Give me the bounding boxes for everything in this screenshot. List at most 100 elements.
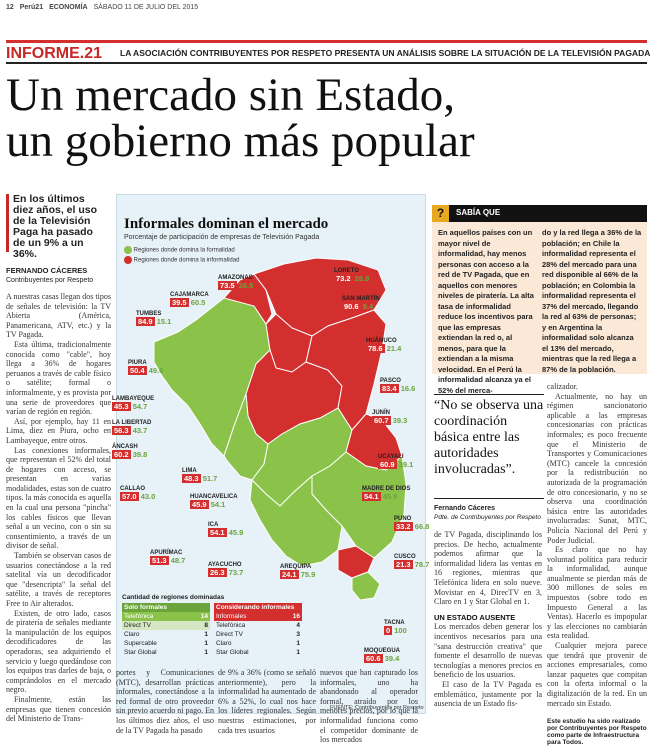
region-apurimac: APURÍMAC 51.3 48.7: [150, 550, 185, 565]
region-count: 14: [200, 613, 208, 620]
subheading: UN ESTADO AUSENTE: [434, 612, 516, 622]
region-moquegua: MOQUEGUA 60.6 39.4: [364, 648, 400, 663]
legend-label: Regiones donde domina la formalidad: [133, 247, 235, 254]
region-name: HUÁNUCO: [366, 338, 397, 344]
region-lambayeque: LAMBAYEQUE 45.3 54.7: [112, 396, 154, 411]
headline: Un mercado sin Estado, un gobierno más p…: [6, 72, 606, 165]
informal-pct: 45.9: [190, 500, 209, 509]
region-ica: ICA 54.1 45.9: [208, 522, 243, 537]
map-tacna: [351, 571, 381, 601]
paragraph: Los mercados deben generar los incentivo…: [434, 622, 542, 680]
formal-pct: 39.4: [384, 654, 400, 663]
formal-pct: 45.9: [382, 492, 398, 501]
region-pasco: PASCO 83.4 16.6: [380, 378, 415, 393]
table-row: Star Global 1: [122, 648, 210, 657]
pull-quote: “No se observa una coordinación básica e…: [434, 398, 544, 477]
region-name: AMAZONAS: [218, 275, 253, 281]
formal-pct: 75.9: [300, 570, 316, 579]
study-note: Este estudio ha sido realizado por Contr…: [547, 718, 647, 746]
sabia-que-left: En aquellos países con un mayor nivel de…: [438, 228, 534, 395]
formal-pct: 66.8: [414, 522, 430, 531]
article-column-6: calizador. Actualmente, no hay un régime…: [547, 382, 647, 708]
section-subtitle: LA ASOCIACIÓN CONTRIBUYENTES POR RESPETO…: [120, 48, 651, 58]
operator-name: Direct TV: [124, 622, 151, 629]
informal-pct: 83.4: [380, 384, 399, 393]
region-ancash: ÁNCASH 60.2 39.8: [112, 444, 147, 459]
region-name: TACNA: [384, 620, 405, 626]
formal-pct: 48.7: [170, 556, 186, 565]
region-loreto: LORETO 73.2 26.9: [334, 268, 369, 283]
informal-pct: 60.2: [112, 450, 131, 459]
paragraph: Así, por ejemplo, hay 11 en Lima, diez e…: [6, 416, 111, 445]
region-name: SAN MARTÍN: [342, 296, 380, 302]
informal-pct: 21.3: [394, 560, 413, 569]
formal-pct: 100: [394, 626, 407, 635]
informal-pct: 78.6: [366, 344, 385, 353]
sabia-que-right: do y la red llega a 36% de la población;…: [542, 228, 642, 374]
article-column-5: de TV Pagada, disciplinando los precios.…: [434, 530, 542, 709]
stats-formal-header: Solo formales: [122, 603, 210, 612]
region-san-martin: SAN MARTÍN 90.6 9.4: [342, 296, 380, 311]
formal-pct: 26.5: [238, 281, 254, 290]
region-name: PASCO: [380, 378, 401, 384]
stats-informal-table: Considerando informales Informales 16 Tel…: [214, 603, 302, 657]
region-name: TUMBES: [136, 311, 162, 317]
legend-informal: Regiones donde domina la informalidad: [124, 256, 239, 264]
informal-pct: 73.5: [218, 281, 237, 290]
section-name: ECONOMÍA: [49, 4, 88, 11]
formal-pct: 60.5: [190, 298, 206, 307]
paragraph: El caso de la TV Pagada es emblemático, …: [434, 679, 542, 709]
region-count: 1: [296, 640, 300, 647]
region-name: AYACUCHO: [208, 562, 242, 568]
region-count: 16: [292, 613, 300, 620]
region-tacna: TACNA 0 100: [384, 620, 407, 635]
article-column-1: A nuestras casas llegan dos tipos de señ…: [6, 292, 111, 724]
region-name: JUNÍN: [372, 410, 391, 416]
region-cajamarca: CAJAMARCA 39.5 60.5: [170, 292, 209, 307]
operator-name: Direct TV: [216, 631, 243, 638]
region-huanuco: HUÁNUCO 78.6 21.4: [366, 338, 401, 353]
region-name: PIURA: [128, 360, 147, 366]
table-row: Star Global 1: [214, 648, 302, 657]
region-name: AREQUIPA: [280, 564, 312, 570]
paragraph: Esta última, tradicionalmente conocida c…: [6, 339, 111, 417]
divider: [434, 498, 544, 499]
formal-pct: 43.7: [132, 426, 148, 435]
paragraph: de TV Pagada, disciplinando los precios.…: [434, 530, 542, 607]
map-legend: Regiones donde domina la formalidad Regi…: [124, 246, 239, 264]
paragraph: Actualmente, no hay un régimen sancionat…: [547, 391, 647, 545]
region-huancavelica: HUANCAVELICA 45.9 54.1: [190, 494, 238, 509]
byline-name: FERNANDO CÁCERES: [6, 266, 88, 275]
region-name: LIMA: [182, 468, 197, 474]
stats-informal-header: Considerando informales: [214, 603, 302, 612]
region-name: CUSCO: [394, 554, 416, 560]
region-name: HUANCAVELICA: [190, 494, 238, 500]
table-row: Claro 1: [214, 639, 302, 648]
region-tumbes: TUMBES 84.9 15.1: [136, 311, 171, 326]
region-junin: JUNÍN 60.7 39.3: [372, 410, 407, 425]
article-column-3: de 9% a 36% (como se señaló anteriorment…: [218, 668, 316, 735]
informal-pct: 60.9: [378, 460, 397, 469]
formal-pct: 15.1: [156, 317, 172, 326]
region-amazonas: AMAZONAS 73.5 26.5: [218, 275, 253, 290]
paragraph: Cualquier mejora parece que tendrá que p…: [547, 641, 647, 708]
divider: [434, 394, 544, 395]
region-count: 1: [204, 631, 208, 638]
region-madre-de-dios: MADRE DE DIOS 54.1 45.9: [362, 486, 410, 501]
formal-pct: 39.8: [132, 450, 148, 459]
formal-pct: 78.7: [414, 560, 430, 569]
region-name: ICA: [208, 522, 219, 528]
region-ucayali: UCAYALI 60.9 39.1: [378, 454, 413, 469]
informal-pct: 33.2: [394, 522, 413, 531]
region-name: LORETO: [334, 268, 359, 274]
map-ucayali: [305, 309, 387, 431]
region-count: 1: [204, 640, 208, 647]
region-count: 3: [296, 631, 300, 638]
regions-stats: Cantidad de regiones dominadas Solo form…: [122, 594, 302, 657]
region-ayacucho: AYACUCHO 26.3 73.7: [208, 562, 243, 577]
informal-pct: 51.3: [150, 556, 169, 565]
informal-pct: 24.1: [280, 570, 299, 579]
informal-pct: 56.3: [112, 426, 131, 435]
informal-pct: 54.1: [208, 528, 227, 537]
region-callao: CALLAO 57.0 43.0: [120, 486, 155, 501]
